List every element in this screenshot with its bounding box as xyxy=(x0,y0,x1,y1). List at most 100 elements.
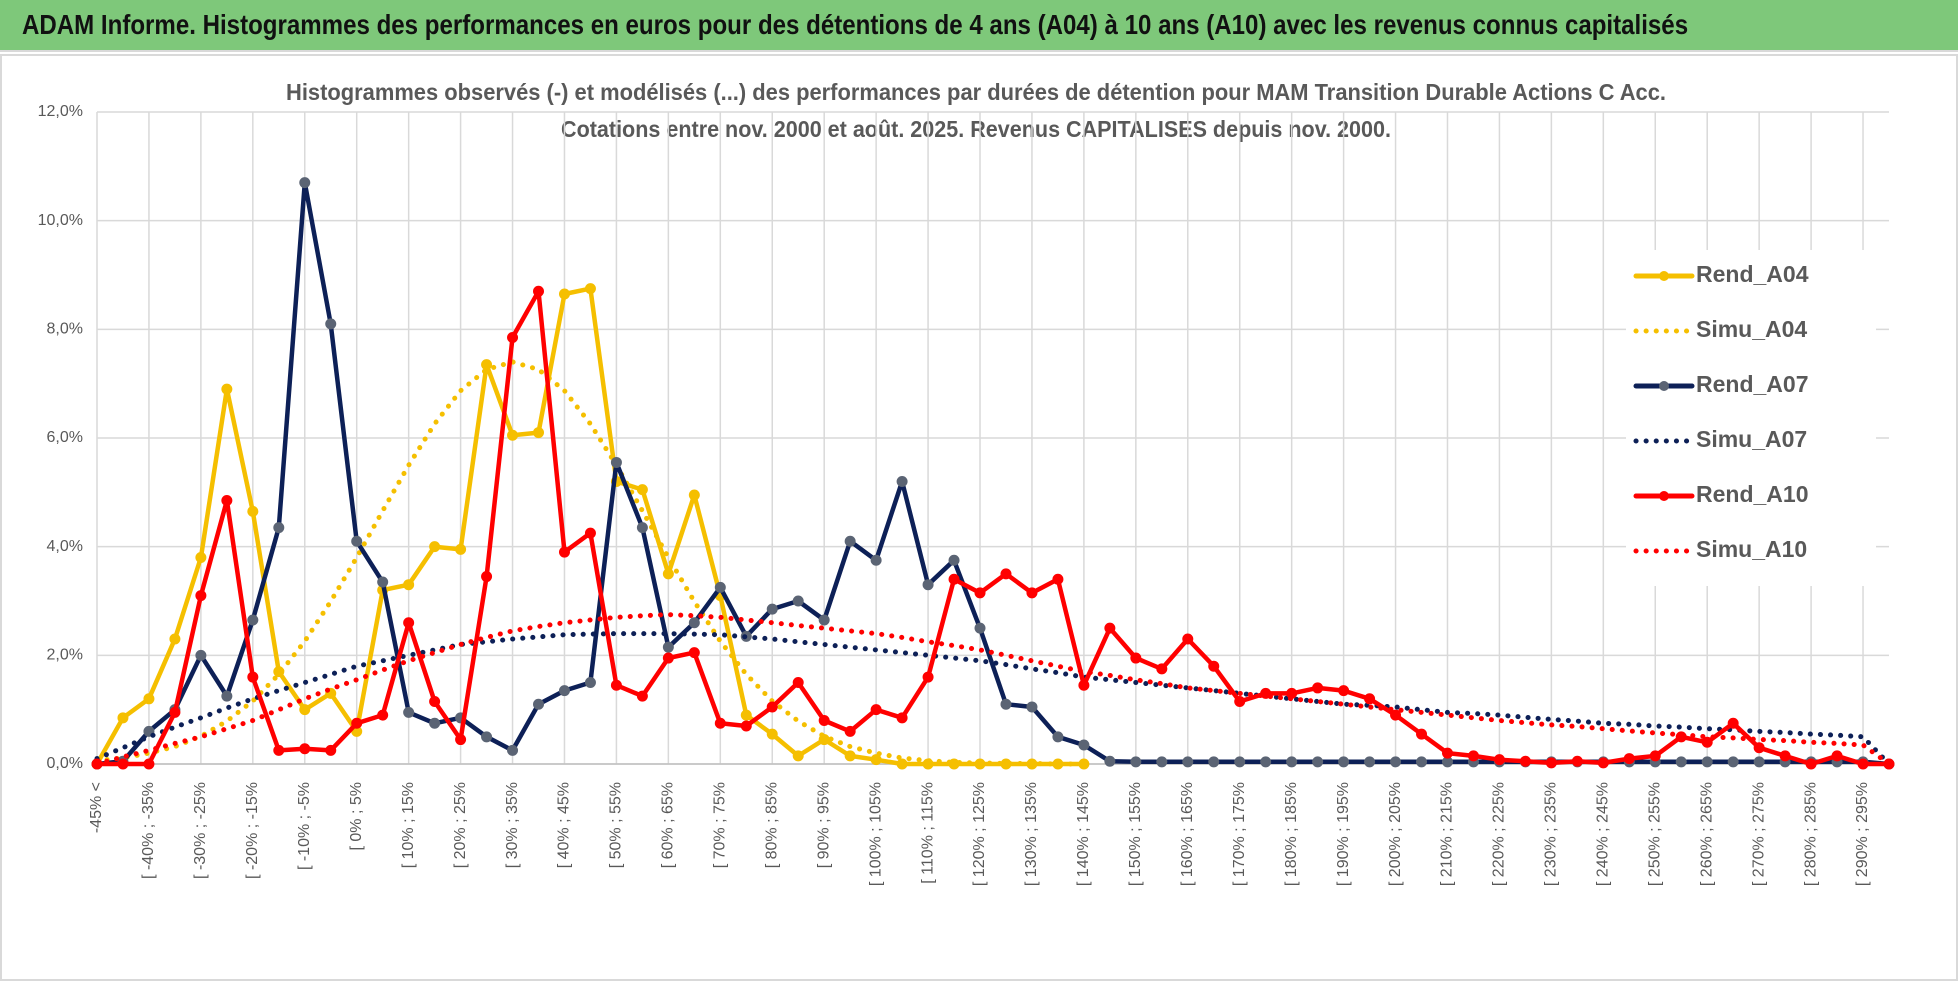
point xyxy=(922,579,934,591)
point xyxy=(1805,758,1817,770)
point xyxy=(610,456,622,468)
x-tick-label: [ 60% ; 65% xyxy=(660,782,677,868)
point xyxy=(1545,757,1557,769)
point xyxy=(558,685,570,697)
point xyxy=(533,427,545,439)
point xyxy=(1286,756,1298,768)
point xyxy=(299,704,311,716)
point xyxy=(143,693,155,705)
point xyxy=(766,603,778,615)
x-tick-label: [ 270% ; 275% xyxy=(1750,782,1767,886)
point xyxy=(1364,693,1376,705)
point xyxy=(662,652,674,664)
point xyxy=(221,690,233,702)
y-tick-label: 12,0% xyxy=(38,103,83,120)
point xyxy=(351,717,363,729)
line-dotted xyxy=(94,631,1892,767)
point xyxy=(1649,750,1661,762)
point xyxy=(1701,756,1713,768)
x-tick-label: [ -20% ; -15% xyxy=(244,782,261,879)
header-bar: ADAM Informe. Histogrammes des performan… xyxy=(0,0,1958,52)
point xyxy=(974,587,986,599)
legend-label: Simu_A04 xyxy=(1696,316,1807,342)
point xyxy=(169,706,181,718)
point xyxy=(1701,736,1713,748)
point xyxy=(1156,756,1168,768)
point xyxy=(195,649,207,661)
point xyxy=(584,283,596,295)
x-tick-label: [ 150% ; 155% xyxy=(1127,782,1144,886)
legend-marker xyxy=(1659,381,1669,391)
x-tick-label: [ 280% ; 285% xyxy=(1802,782,1819,886)
x-tick-label: [ 130% ; 135% xyxy=(1023,782,1040,886)
point xyxy=(325,744,337,756)
point xyxy=(818,614,830,626)
x-tick-label: [ 120% ; 125% xyxy=(971,782,988,886)
x-tick-label: [ 110% ; 115% xyxy=(919,782,936,884)
point xyxy=(662,641,674,653)
x-tick-label: [ -40% ; -35% xyxy=(140,782,157,879)
point xyxy=(1078,679,1090,691)
x-tick-label: [ 80% ; 85% xyxy=(763,782,780,868)
point xyxy=(299,743,311,755)
point xyxy=(1727,756,1739,768)
x-tick-label: [ 30% ; 35% xyxy=(504,782,521,868)
point xyxy=(636,484,648,496)
point xyxy=(1026,587,1038,599)
point xyxy=(636,690,648,702)
point xyxy=(1571,755,1583,767)
x-tick-label: [ 240% ; 245% xyxy=(1595,782,1612,886)
point xyxy=(1260,756,1272,768)
chart: Histogrammes observés (-) et modélisés (… xyxy=(0,54,1958,981)
point xyxy=(1519,755,1531,767)
point xyxy=(1727,717,1739,729)
point xyxy=(1052,573,1064,585)
x-tick-label: [ 100% ; 105% xyxy=(867,782,884,886)
point xyxy=(844,750,856,762)
point xyxy=(688,647,700,659)
line-dotted xyxy=(94,359,1087,767)
point xyxy=(351,535,363,547)
chart-border xyxy=(0,54,1958,981)
x-tick-label: [ 200% ; 205% xyxy=(1387,782,1404,886)
point xyxy=(1104,622,1116,634)
point xyxy=(507,744,519,756)
point xyxy=(1182,756,1194,768)
point xyxy=(221,494,233,506)
point xyxy=(558,288,570,300)
point xyxy=(1208,660,1220,672)
line xyxy=(94,286,1087,767)
x-tick-label: [ 180% ; 185% xyxy=(1283,782,1300,886)
legend-marker xyxy=(1659,491,1669,501)
point xyxy=(688,617,700,629)
x-tick-label: [ 70% ; 75% xyxy=(712,782,729,868)
legend-label: Rend_A04 xyxy=(1696,261,1809,287)
legend-label: Rend_A07 xyxy=(1696,371,1808,397)
point xyxy=(403,579,415,591)
point xyxy=(455,734,467,746)
point xyxy=(1130,756,1142,768)
x-tick-label: [ 90% ; 95% xyxy=(815,782,832,868)
point xyxy=(429,717,441,729)
chart-title: Cotations entre nov. 2000 et août. 2025.… xyxy=(561,116,1391,142)
point xyxy=(688,489,700,501)
point xyxy=(403,617,415,629)
y-tick-label: 0,0% xyxy=(47,755,83,772)
point xyxy=(507,429,519,441)
point xyxy=(870,554,882,566)
x-tick-label: [ 50% ; 55% xyxy=(608,782,625,868)
point xyxy=(584,677,596,688)
point xyxy=(1416,756,1428,768)
point xyxy=(1052,731,1064,743)
point xyxy=(1675,756,1687,768)
point xyxy=(1779,750,1791,762)
point xyxy=(377,709,389,721)
x-tick-label: [ 250% ; 255% xyxy=(1646,782,1663,886)
legend-label: Simu_A10 xyxy=(1696,536,1807,562)
legend-box xyxy=(1626,250,1876,586)
point xyxy=(247,614,259,626)
point xyxy=(533,698,545,710)
point xyxy=(584,527,596,539)
point xyxy=(481,571,493,583)
